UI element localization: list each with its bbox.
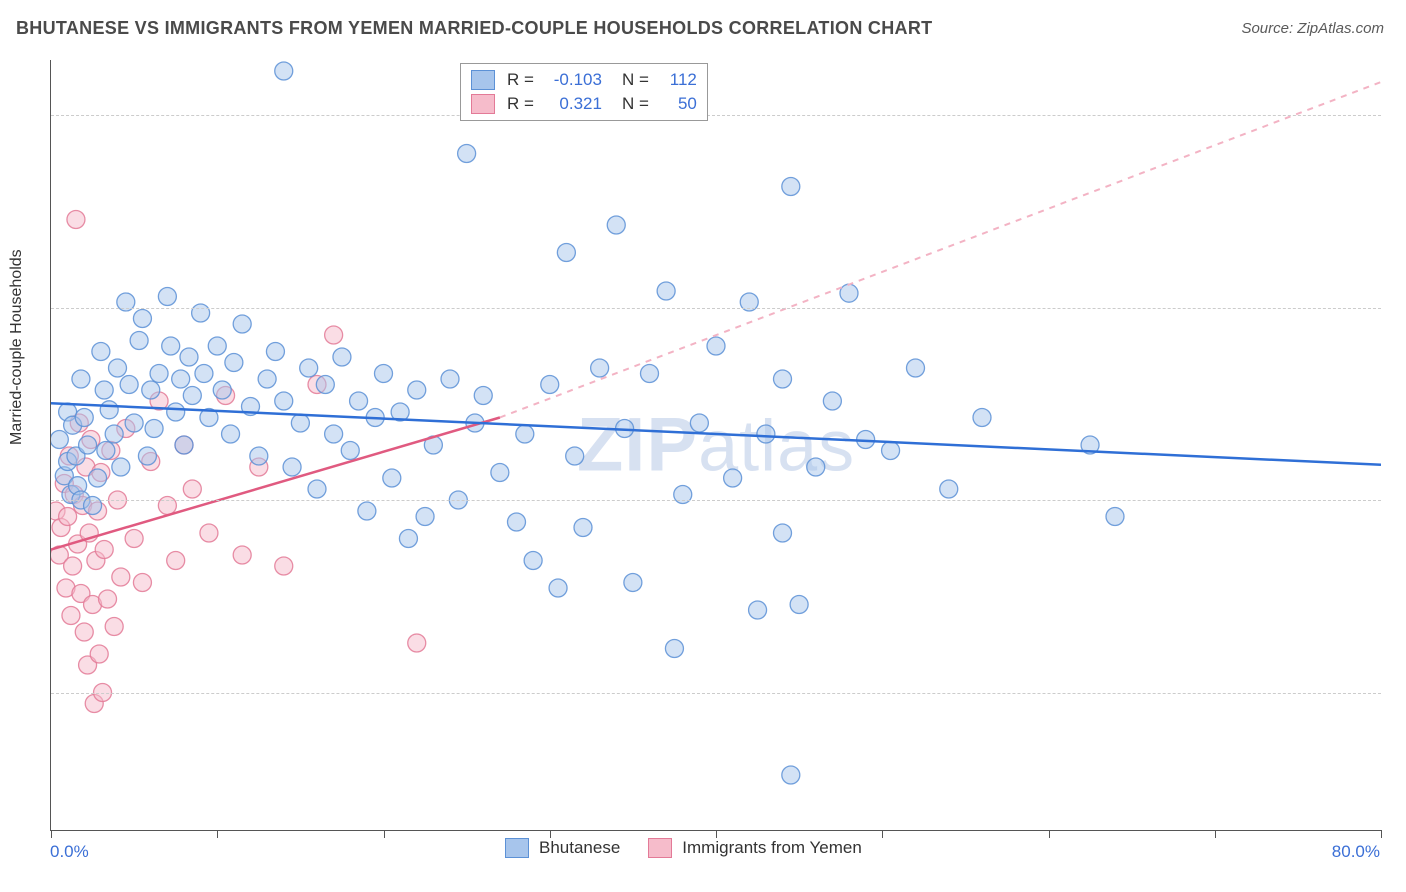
x-tick bbox=[716, 830, 717, 838]
legend-swatch-icon bbox=[648, 838, 672, 858]
x-axis-min-label: 0.0% bbox=[50, 842, 89, 862]
x-tick bbox=[384, 830, 385, 838]
legend-r-value: -0.103 bbox=[542, 70, 602, 90]
gridline bbox=[51, 308, 1381, 309]
x-tick bbox=[51, 830, 52, 838]
legend-n-value: 112 bbox=[657, 70, 697, 90]
y-tick-label: 62.5% bbox=[1391, 298, 1406, 318]
legend-n-label: N = bbox=[622, 70, 649, 90]
legend-n-value: 50 bbox=[657, 94, 697, 114]
x-tick bbox=[1049, 830, 1050, 838]
gridline bbox=[51, 693, 1381, 694]
legend-top-row: R = -0.103 N = 112 bbox=[471, 68, 697, 92]
x-tick bbox=[1381, 830, 1382, 838]
chart-title: BHUTANESE VS IMMIGRANTS FROM YEMEN MARRI… bbox=[16, 18, 932, 39]
legend-series-label: Immigrants from Yemen bbox=[682, 838, 862, 858]
x-tick bbox=[1215, 830, 1216, 838]
plot-svg bbox=[51, 60, 1381, 830]
y-tick-label: 27.5% bbox=[1391, 683, 1406, 703]
legend-n-label: N = bbox=[622, 94, 649, 114]
legend-bottom: Bhutanese Immigrants from Yemen bbox=[505, 838, 880, 858]
legend-series-label: Bhutanese bbox=[539, 838, 620, 858]
x-axis-max-label: 80.0% bbox=[1332, 842, 1380, 862]
legend-top: R = -0.103 N = 112 R = 0.321 N = 50 bbox=[460, 63, 708, 121]
gridline bbox=[51, 500, 1381, 501]
legend-swatch-icon bbox=[471, 94, 495, 114]
legend-top-row: R = 0.321 N = 50 bbox=[471, 92, 697, 116]
chart-container: BHUTANESE VS IMMIGRANTS FROM YEMEN MARRI… bbox=[0, 0, 1406, 892]
y-tick-label: 80.0% bbox=[1391, 105, 1406, 125]
x-tick bbox=[882, 830, 883, 838]
gridline bbox=[51, 115, 1381, 116]
legend-r-label: R = bbox=[507, 70, 534, 90]
y-tick-label: 45.0% bbox=[1391, 490, 1406, 510]
legend-swatch-icon bbox=[471, 70, 495, 90]
x-tick bbox=[550, 830, 551, 838]
legend-swatch-icon bbox=[505, 838, 529, 858]
x-tick bbox=[217, 830, 218, 838]
legend-r-label: R = bbox=[507, 94, 534, 114]
y-axis-title: Married-couple Households bbox=[8, 249, 26, 445]
plot-area: ZIPatlas 27.5%45.0%62.5%80.0% bbox=[50, 60, 1381, 831]
legend-r-value: 0.321 bbox=[542, 94, 602, 114]
source-attribution: Source: ZipAtlas.com bbox=[1241, 20, 1384, 37]
